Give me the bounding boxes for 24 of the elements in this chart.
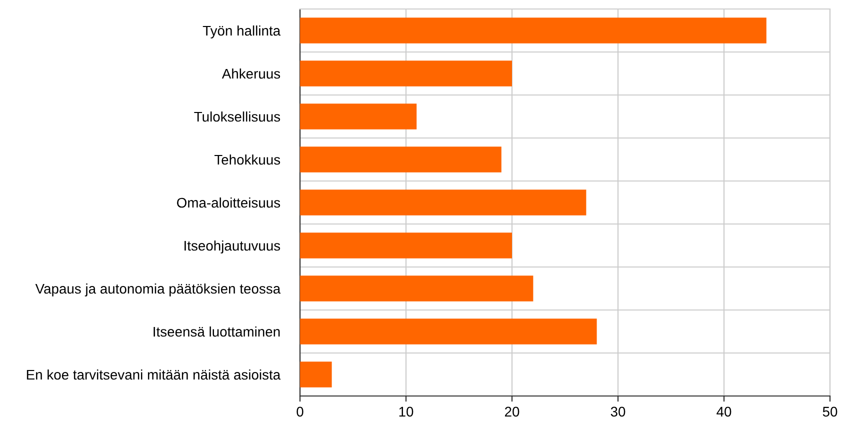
y-tick-label: Oma-aloitteisuus [177, 197, 280, 208]
x-tick-label: 20 [504, 406, 520, 417]
y-tick-label: Työn hallinta [202, 25, 281, 38]
bar [300, 362, 332, 388]
y-tick-label: Ahkeruus [222, 68, 280, 79]
y-tick-label: Itseohjautuvuus [184, 240, 280, 254]
bar [300, 190, 586, 216]
x-tick-label: 30 [610, 406, 626, 417]
y-tick-label: Tuloksellisuus [194, 111, 280, 122]
bar [300, 318, 597, 344]
y-tick-label: En koe tarvitsevani mitään näistä asioista [26, 369, 281, 380]
y-tick-label: Vapaus ja autonomia päätöksien teossa [35, 283, 281, 296]
x-tick-label: 10 [399, 406, 414, 417]
bar [300, 18, 766, 44]
bar [300, 232, 512, 258]
x-tick-label: 40 [716, 406, 732, 417]
bar [300, 60, 512, 86]
x-tick-label: 0 [296, 406, 304, 417]
y-tick-label: Itseensä luottaminen [154, 326, 280, 337]
bar [300, 104, 417, 130]
bar [300, 146, 502, 172]
x-tick-label: 50 [822, 406, 838, 417]
y-tick-label: Tehokkuus [214, 154, 280, 165]
bar [300, 276, 534, 302]
